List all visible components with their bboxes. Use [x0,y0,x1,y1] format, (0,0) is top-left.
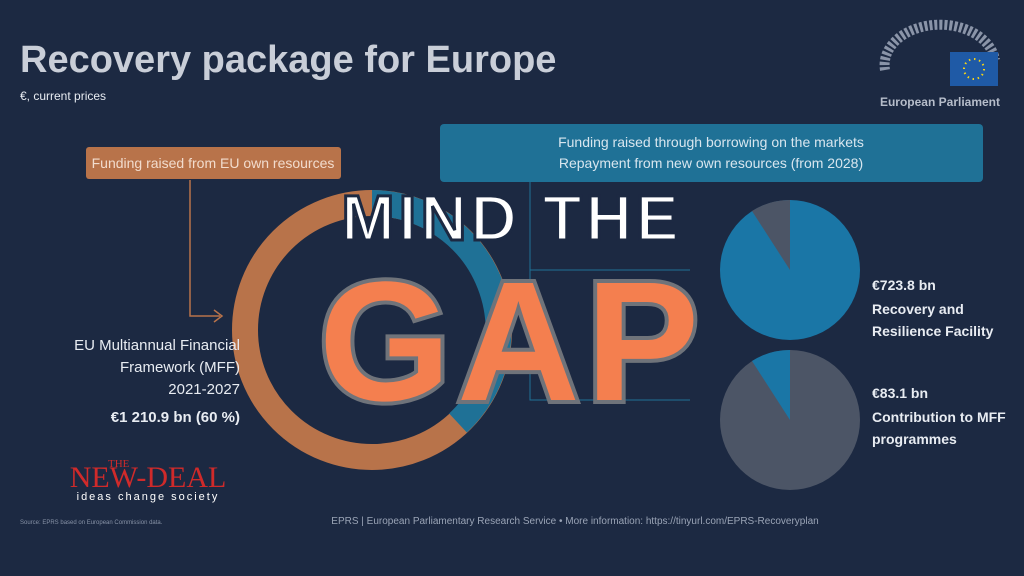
contribution-amount: €83.1 bn [872,385,928,401]
own-resources-box [86,147,341,179]
brand-small: THE [108,458,130,470]
borrowing-text: Repayment from new own resources (from 2… [559,155,863,171]
title: Recovery package for Europe [20,39,556,81]
brand-tagline: ideas change society [77,491,220,503]
mff-line: EU Multiannual Financial [74,337,240,354]
brand: THE NEW-DEAL ideas change society [70,458,227,503]
mff-line: 2021-2027 [168,381,240,398]
overlay-line1: MIND THE [341,182,682,254]
eu-stars [963,58,985,80]
donut-ngeu [371,190,512,433]
rrf-amount: €723.8 bn [872,277,936,293]
mff-amount: €1 210.9 bn (60 %) [111,409,240,426]
own-resources-text: Funding raised from EU own resources [92,155,335,171]
hemicycle [879,19,1000,71]
source: Source: EPRS based on European Commissio… [20,520,163,526]
contribution-line: programmes [872,431,957,447]
brand-name: NEW-DEAL [70,461,227,494]
rrf-line: Resilience Facility [872,323,994,339]
rrf-label: €723.8 bn Recovery and Resilience Facili… [872,277,1006,447]
connector [529,180,690,401]
credit: EPRS | European Parliamentary Research S… [331,516,818,527]
subtitle: €, current prices [20,89,106,103]
ep-logo: European Parliament [879,19,1000,109]
overlay-line2: GAP [319,247,705,437]
borrowing-box [440,124,983,182]
arrow [213,309,224,323]
borrowing-text: Funding raised through borrowing on the … [558,134,864,150]
logo-text: European Parliament [880,95,1000,109]
pie-contribution-share [752,349,790,420]
mff-line: Framework (MFF) [120,359,240,376]
rrf-line: Recovery and [872,301,964,317]
contribution-line: Contribution to MFF [872,409,1006,425]
connector [189,180,220,317]
mff-label: EU Multiannual Financial Framework (MFF)… [74,337,240,426]
eu-flag [950,52,998,86]
pie-rrf-rest [752,199,790,270]
